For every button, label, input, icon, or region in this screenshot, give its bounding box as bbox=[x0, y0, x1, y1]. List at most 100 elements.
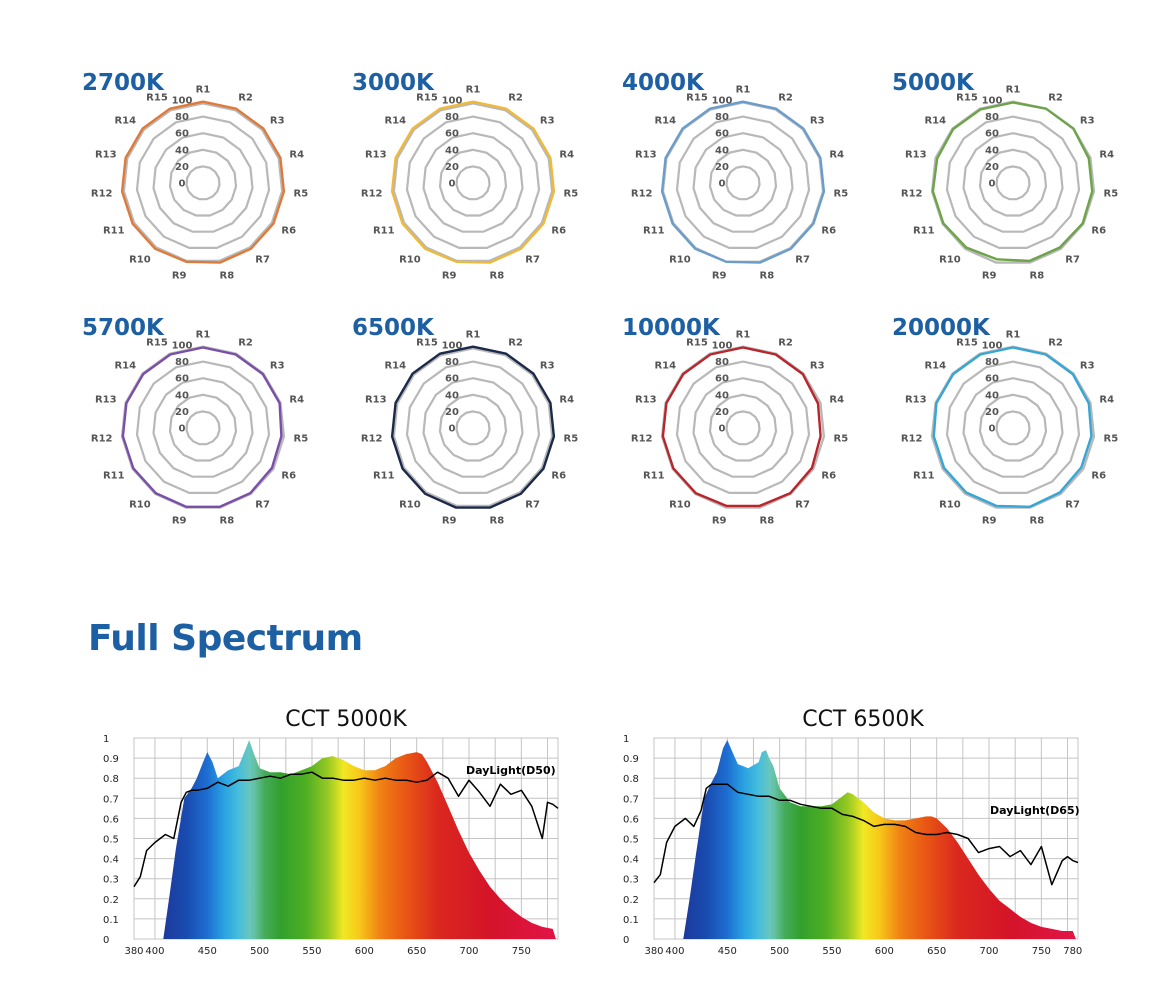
radar-grid-ring bbox=[438, 393, 508, 462]
reference-label: DayLight(D65) bbox=[990, 804, 1080, 817]
radar-axis-label-r12: R12 bbox=[91, 433, 113, 444]
radar-grid-ring bbox=[405, 115, 541, 249]
x-tick-label: 600 bbox=[875, 946, 894, 957]
radar-axis-label-r8: R8 bbox=[760, 515, 775, 526]
x-tick-label: 750 bbox=[1032, 946, 1051, 957]
radar-grid-ring bbox=[168, 393, 238, 462]
radar-axis-label-r15: R15 bbox=[686, 338, 708, 349]
spectrum-title: CCT 6500K bbox=[802, 707, 924, 732]
radar-axis-label-r6: R6 bbox=[1091, 471, 1106, 482]
radar-ring-label: 20 bbox=[175, 407, 189, 418]
y-tick-label: 0.4 bbox=[623, 855, 639, 866]
radar-series-10000k bbox=[661, 346, 822, 508]
radar-axis-label-r7: R7 bbox=[525, 255, 540, 266]
radar-ring-label: 40 bbox=[715, 145, 729, 156]
radar-axis-label-r4: R4 bbox=[559, 395, 574, 406]
y-tick-label: 0.3 bbox=[103, 875, 119, 886]
radar-axis-label-r9: R9 bbox=[172, 270, 187, 281]
radar-ring-label: 80 bbox=[985, 357, 999, 368]
cri-radar-charts: 020406080100R1R2R3R4R5R6R7R8R9R10R11R12R… bbox=[82, 70, 1118, 526]
x-tick-label: 400 bbox=[665, 946, 684, 957]
radar-axis-label-r9: R9 bbox=[172, 515, 187, 526]
radar-axis-label-r3: R3 bbox=[1080, 116, 1095, 127]
radar-axis-label-r8: R8 bbox=[490, 515, 505, 526]
radar-axis-label-r9: R9 bbox=[712, 270, 727, 281]
radar-ring-label: 40 bbox=[445, 390, 459, 401]
y-tick-label: 0.7 bbox=[103, 794, 119, 805]
radar-axis-label-r15: R15 bbox=[416, 93, 438, 104]
radar-axis-label-r7: R7 bbox=[795, 255, 810, 266]
radar-axis-label-r1: R1 bbox=[736, 330, 751, 341]
radar-axis-label-r13: R13 bbox=[635, 395, 657, 406]
x-tick-label: 500 bbox=[770, 946, 789, 957]
x-tick-label: 380 bbox=[644, 946, 663, 957]
radar-grid-ring bbox=[708, 393, 778, 462]
radar-axis-label-r15: R15 bbox=[686, 93, 708, 104]
radar-axis-label-r14: R14 bbox=[924, 116, 946, 127]
radar-grid-ring bbox=[675, 360, 811, 494]
radar-axis-label-r6: R6 bbox=[551, 226, 566, 237]
radar-ring-label: 0 bbox=[179, 424, 186, 435]
y-tick-label: 0.5 bbox=[623, 835, 639, 846]
radar-axis-label-r14: R14 bbox=[114, 116, 136, 127]
radar-ring-label: 20 bbox=[985, 407, 999, 418]
radar-axis-label-r14: R14 bbox=[654, 361, 676, 372]
x-tick-label: 550 bbox=[822, 946, 841, 957]
radar-axis-label-r1: R1 bbox=[196, 330, 211, 341]
y-tick-label: 0.8 bbox=[623, 774, 639, 785]
radar-axis-label-r15: R15 bbox=[146, 93, 168, 104]
radar-axis-label-r11: R11 bbox=[913, 471, 935, 482]
radar-axis-label-r12: R12 bbox=[361, 188, 383, 199]
radar-ring-label: 100 bbox=[712, 341, 733, 352]
radar-ring-label: 100 bbox=[442, 341, 463, 352]
radar-axis-label-r13: R13 bbox=[905, 150, 927, 161]
radar-axis-label-r7: R7 bbox=[255, 500, 270, 511]
radar-axis-label-r8: R8 bbox=[490, 270, 505, 281]
x-tick-label: 750 bbox=[512, 946, 531, 957]
y-tick-label: 1 bbox=[623, 734, 629, 745]
radar-ring-label: 80 bbox=[175, 112, 189, 123]
radar-grid-ring bbox=[455, 410, 491, 446]
radar-axis-label-r10: R10 bbox=[939, 255, 961, 266]
radar-axis-label-r2: R2 bbox=[508, 93, 523, 104]
radar-ring-label: 40 bbox=[175, 145, 189, 156]
x-tick-label: 500 bbox=[250, 946, 269, 957]
radar-ring-label: 40 bbox=[715, 390, 729, 401]
radar-axis-label-r4: R4 bbox=[559, 150, 574, 161]
led-spectrum-area bbox=[654, 740, 1076, 939]
radar-ring-label: 80 bbox=[715, 357, 729, 368]
radar-axis-label-r11: R11 bbox=[643, 226, 665, 237]
radar-axis-label-r13: R13 bbox=[95, 395, 117, 406]
radar-grid-ring bbox=[978, 393, 1048, 462]
radar-axis-label-r2: R2 bbox=[1048, 338, 1063, 349]
radar-axis-label-r9: R9 bbox=[982, 515, 997, 526]
radar-ring-label: 80 bbox=[985, 112, 999, 123]
radar-axis-label-r10: R10 bbox=[399, 255, 421, 266]
radar-axis-label-r5: R5 bbox=[564, 433, 579, 444]
radar-ring-label: 100 bbox=[982, 341, 1003, 352]
spectrum-title: CCT 5000K bbox=[285, 707, 407, 732]
radar-axis-label-r3: R3 bbox=[1080, 361, 1095, 372]
radar-axis-label-r7: R7 bbox=[525, 500, 540, 511]
radar-grid-ring bbox=[725, 165, 761, 201]
radar-axis-label-r13: R13 bbox=[365, 150, 387, 161]
radar-ring-label: 60 bbox=[175, 374, 189, 385]
radar-axis-label-r2: R2 bbox=[1048, 93, 1063, 104]
x-tick-label: 650 bbox=[407, 946, 426, 957]
radar-ring-label: 60 bbox=[715, 129, 729, 140]
radar-grid-ring bbox=[675, 115, 811, 249]
radar-axis-label-r8: R8 bbox=[1030, 515, 1045, 526]
radar-axis-label-r1: R1 bbox=[1006, 85, 1021, 96]
radar-axis-label-r11: R11 bbox=[373, 226, 395, 237]
radar-axis-label-r7: R7 bbox=[1065, 500, 1080, 511]
radar-grid-ring bbox=[438, 148, 508, 217]
radar-ring-label: 0 bbox=[719, 179, 726, 190]
radar-ring-label: 100 bbox=[712, 96, 733, 107]
radar-ring-label: 20 bbox=[715, 162, 729, 173]
radar-axis-label-r12: R12 bbox=[631, 188, 653, 199]
radar-ring-label: 0 bbox=[989, 424, 996, 435]
radar-axis-label-r8: R8 bbox=[220, 270, 235, 281]
